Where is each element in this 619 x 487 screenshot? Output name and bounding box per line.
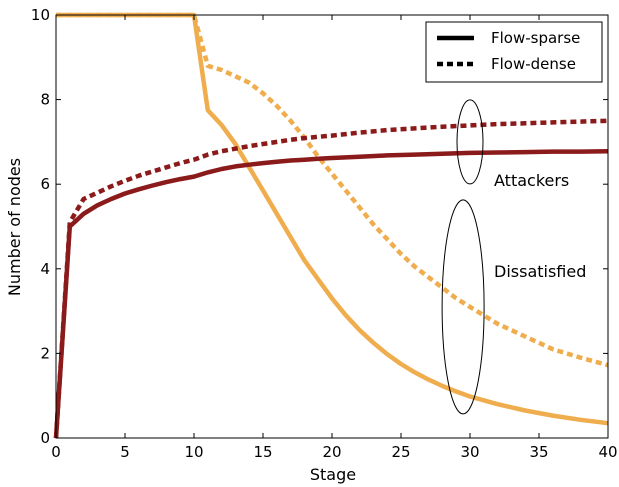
- series-layer: [53, 12, 609, 439]
- y-tick-label: 8: [40, 91, 50, 109]
- y-tick-label: 2: [40, 344, 50, 362]
- legend-label-flow-dense: Flow-dense: [491, 55, 576, 73]
- x-tick-label: 5: [120, 443, 130, 461]
- y-tick-label: 4: [40, 260, 50, 278]
- annotation-layer: [441, 99, 485, 415]
- x-tick-label: 35: [529, 443, 548, 461]
- annotation-attackers: Attackers: [494, 171, 569, 190]
- x-axis-title: Stage: [310, 465, 356, 484]
- series-attackers-dashed: [53, 118, 609, 439]
- x-tick-label: 25: [391, 443, 410, 461]
- x-tick-label: 10: [184, 443, 203, 461]
- y-tick-label: 0: [40, 429, 50, 447]
- legend-box: [425, 21, 603, 83]
- x-tick-label: 0: [51, 443, 61, 461]
- ellipse-dissatisfied: [441, 199, 485, 415]
- y-tick-label: 10: [31, 6, 50, 24]
- x-tick-label: 20: [322, 443, 341, 461]
- legend: Flow-sparse Flow-dense: [425, 21, 603, 83]
- series-dissatisfied-solid: [56, 12, 609, 426]
- y-axis-title: Number of nodes: [5, 158, 24, 296]
- tick-layer: 0 5 10 15 20 25 30 35 40 0 2 4 6 8 10: [31, 6, 618, 461]
- ellipse-attackers: [456, 99, 484, 185]
- annotation-dissatisfied: Dissatisfied: [494, 262, 586, 281]
- legend-label-flow-sparse: Flow-sparse: [491, 29, 580, 47]
- x-tick-label: 30: [460, 443, 479, 461]
- series-attackers-solid: [53, 148, 609, 439]
- x-tick-label: 40: [598, 443, 617, 461]
- series-dissatisfied-dashed: [56, 12, 609, 368]
- y-tick-label: 6: [40, 175, 50, 193]
- x-tick-label: 15: [253, 443, 272, 461]
